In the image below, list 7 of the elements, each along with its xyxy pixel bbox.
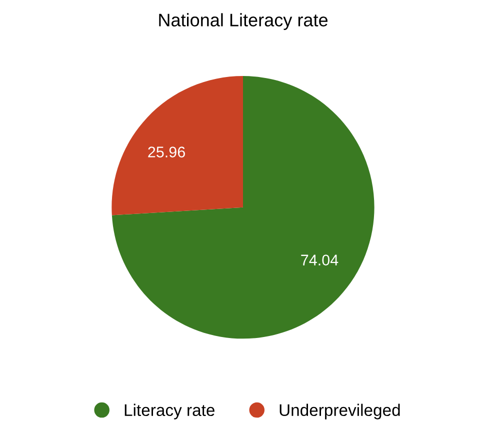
data-label: 74.04 [301,254,338,266]
legend-label: Underprevileged [280,404,400,420]
legend-label: Literacy rate [124,404,214,420]
pie-slice [112,76,243,216]
chart-title: National Literacy rate [159,13,328,30]
pie-slice [112,76,374,339]
data-label: 25.96 [148,146,185,158]
